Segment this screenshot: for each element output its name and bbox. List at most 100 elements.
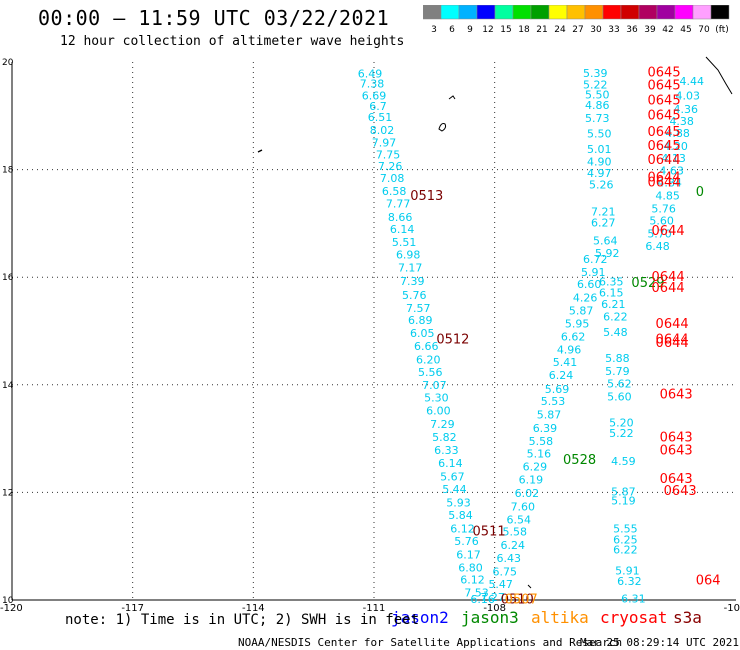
x-tick-label: -120 xyxy=(0,603,23,614)
color-scale-bar: 3 6 9 12 15 18 21 24 27 30 33 36 39 42 45 70 (ft) xyxy=(423,5,730,33)
x-tick-label: -114 xyxy=(242,603,265,614)
wave-height-point: 6.72 xyxy=(583,253,608,266)
colorbar-tick-label: 24 xyxy=(554,25,566,33)
wave-height-point: 6.51 xyxy=(368,111,393,124)
pass-time-label: 0644 xyxy=(648,153,681,168)
wave-height-point: 5.56 xyxy=(418,366,443,379)
pass-time-label: 0643 xyxy=(660,387,693,402)
wave-height-point: 7.07 xyxy=(422,379,447,392)
pass-time-label: 0644 xyxy=(648,175,681,190)
legend-s3a: s3a xyxy=(673,608,702,627)
colorbar-tick-label: 45 xyxy=(680,25,691,33)
coastline xyxy=(705,56,733,95)
wave-height-point: 4.86 xyxy=(585,99,610,112)
wave-height-point: 4.88 xyxy=(665,127,690,140)
wave-height-point: 4.44 xyxy=(680,75,705,88)
wave-height-point: 5.87 xyxy=(569,305,594,318)
colorbar-tick-label: 27 xyxy=(572,25,583,33)
pass-time-label: 0511 xyxy=(473,525,506,540)
y-tick-label: 18 xyxy=(2,166,14,176)
wave-height-point: 5.79 xyxy=(605,365,630,378)
wave-height-point: 5.84 xyxy=(448,509,473,522)
wave-height-point: 5.22 xyxy=(583,79,608,92)
pass-time-label: 0507 xyxy=(505,592,538,607)
x-tick-label: -108 xyxy=(483,603,506,614)
pass-time-label: 064 xyxy=(696,574,721,589)
wave-height-point: 4.63 xyxy=(659,165,684,178)
wave-height-point: 8.02 xyxy=(370,124,395,137)
y-tick-label: 16 xyxy=(2,273,14,283)
wave-height-point: 5.60 xyxy=(607,391,632,404)
wave-height-point: 7.57 xyxy=(406,302,431,315)
wave-height-point: 4.03 xyxy=(675,89,700,102)
wave-height-point: 5.95 xyxy=(565,317,590,330)
y-tick-label: 20 xyxy=(2,58,14,68)
wave-height-point: 7.27 xyxy=(480,591,505,604)
wave-height-point: 6.89 xyxy=(408,314,433,327)
colorbar-tick-label: 30 xyxy=(590,25,602,33)
wave-height-point: 6.31 xyxy=(621,592,646,605)
y-tick-label: 12 xyxy=(2,488,13,498)
wave-height-point: 6.7 xyxy=(369,100,387,113)
wave-height-point: 6.66 xyxy=(414,340,439,353)
pass-time-label: 0 xyxy=(696,185,704,200)
wave-height-point: 4.13 xyxy=(661,152,686,165)
wave-height-point: 5.73 xyxy=(585,112,610,125)
pass-time-label: 0529 xyxy=(631,276,664,291)
pass-time-label: 0510 xyxy=(501,592,534,607)
wave-height-point: 5.62 xyxy=(607,378,632,391)
wave-height-point: 7.38 xyxy=(360,78,385,91)
wave-height-point: 7.26 xyxy=(378,160,403,173)
wave-height-point: 5.20 xyxy=(609,416,634,429)
wave-height-point: 6.48 xyxy=(645,240,670,253)
colorbar-tick-label: 18 xyxy=(518,25,530,33)
wave-height-point: 7.39 xyxy=(400,275,425,288)
wave-height-point: 5.30 xyxy=(424,392,449,405)
pass-time-label: 0645 xyxy=(648,109,681,124)
wave-height-point: 4.84 xyxy=(657,177,682,190)
wave-height-point: 6.69 xyxy=(362,89,387,102)
coastline-island xyxy=(257,149,263,153)
chart-subtitle: 12 hour collection of altimeter wave hei… xyxy=(60,34,405,49)
wave-height-point: 4.85 xyxy=(655,189,680,202)
wave-height-point: 5.58 xyxy=(529,435,554,448)
pass-time-label: 0645 xyxy=(648,125,681,140)
wave-height-point: 5.22 xyxy=(609,427,634,440)
legend-jason2: jason2 xyxy=(391,608,449,627)
wave-height-point: 6.24 xyxy=(549,369,574,382)
wave-height-point: 5.58 xyxy=(503,526,528,539)
wave-height-point: 6.32 xyxy=(617,575,642,588)
colorbar-tick-label: 36 xyxy=(626,25,638,33)
colorbar-tick-label: 9 xyxy=(467,25,473,33)
wave-height-point: 4.38 xyxy=(669,115,694,128)
wave-height-point: 5.60 xyxy=(649,215,674,228)
pass-time-label: 0643 xyxy=(664,484,697,499)
wave-height-point: 6.14 xyxy=(390,223,415,236)
pass-time-label: 0512 xyxy=(436,333,469,348)
y-tick-label: 10 xyxy=(2,596,14,606)
colorbar-tick-label: 3 xyxy=(431,25,437,33)
wave-height-point: 5.26 xyxy=(589,179,614,192)
pass-time-label: 0643 xyxy=(660,443,693,458)
wave-height-point: 5.82 xyxy=(432,431,457,444)
wave-height-point: 5.51 xyxy=(392,236,417,249)
wave-height-point: 6.14 xyxy=(438,457,463,470)
wave-height-point: 4.59 xyxy=(611,455,636,468)
footer-timestamp: Mar 25 08:29:14 UTC 2021 xyxy=(580,636,739,649)
pass-time-label: 0644 xyxy=(656,333,689,348)
wave-height-point: 5.87 xyxy=(537,408,562,421)
wave-height-point: 6.02 xyxy=(515,487,540,500)
pass-time-label: 0644 xyxy=(652,270,685,285)
wave-height-point: 5.92 xyxy=(595,247,620,260)
wave-height-point: 5.41 xyxy=(553,356,578,369)
chart-title: 00:00 – 11:59 UTC 03/22/2021 xyxy=(38,6,390,30)
wave-height-point: 6.80 xyxy=(458,562,483,575)
wave-height-point: 4.26 xyxy=(573,292,598,305)
wave-height-point: 6.54 xyxy=(507,513,532,526)
wave-height-point: 5.67 xyxy=(440,470,465,483)
colorbar-tick-label: 70 xyxy=(698,25,710,33)
wave-height-point: 5.76 xyxy=(454,535,479,548)
footer-note: note: 1) Time is in UTC; 2) SWH is in fe… xyxy=(65,612,420,628)
wave-height-point: 6.00 xyxy=(426,405,451,418)
